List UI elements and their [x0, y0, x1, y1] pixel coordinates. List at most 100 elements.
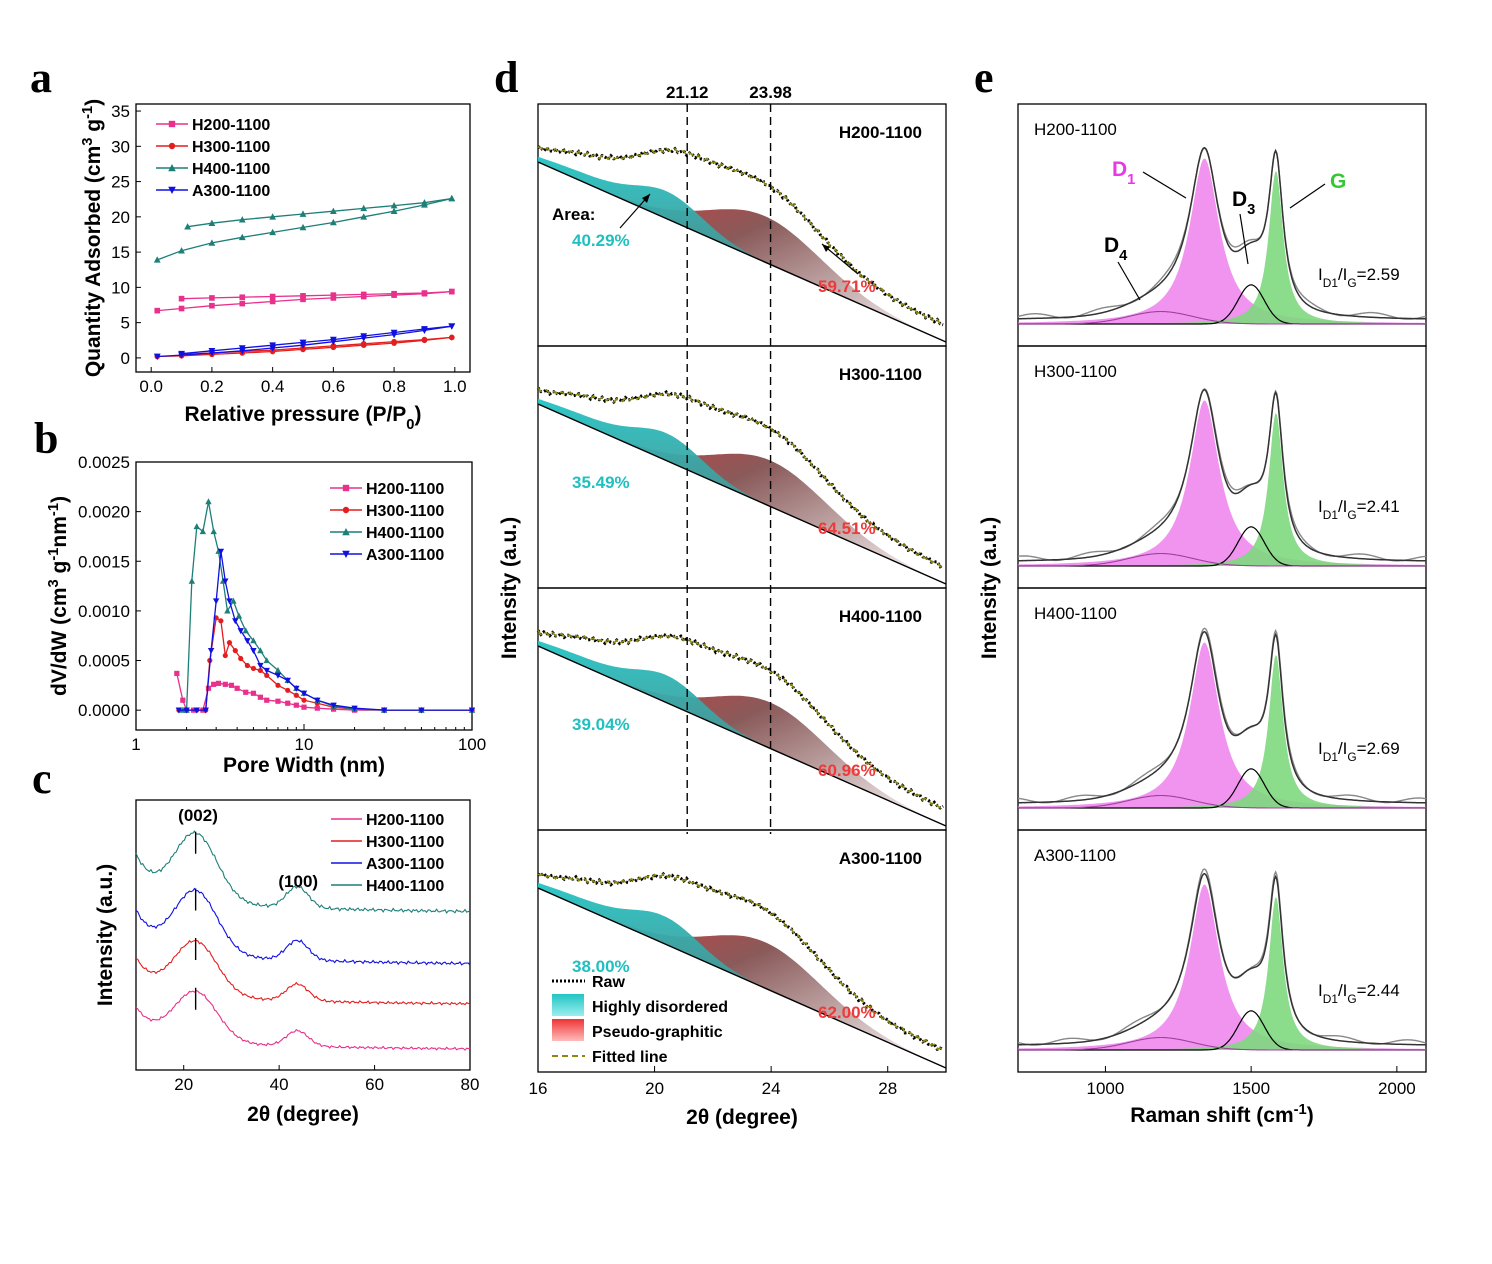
data-point — [209, 295, 215, 301]
data-point — [390, 329, 398, 337]
data-point — [360, 340, 367, 347]
panel-d-legend: Raw Highly disordered Pseudo-graphitic Fitt… — [552, 974, 728, 1066]
legend-marker — [168, 142, 176, 150]
y-axis-title: Intensity (a.u.) — [94, 864, 117, 1006]
y-tick-label: 0.0025 — [78, 453, 130, 472]
data-point — [448, 194, 456, 202]
data-point — [235, 612, 243, 619]
raw-spectrum-line — [1017, 388, 1427, 562]
baseline-line — [537, 161, 947, 343]
data-point — [263, 657, 270, 664]
x-tick-label: 1 — [131, 735, 140, 754]
data-point — [232, 647, 238, 654]
y-tick-label: 0.0020 — [78, 503, 130, 522]
legend-swatch — [552, 994, 584, 1016]
legend-marker — [342, 484, 350, 492]
x-tick-label: 0.8 — [382, 377, 406, 396]
data-point — [178, 350, 185, 358]
data-point — [239, 300, 246, 307]
D4-band-line — [1018, 552, 1426, 567]
xrd-pattern-line — [135, 989, 471, 1051]
x-tick-label: 80 — [461, 1075, 480, 1094]
intensity-ratio: ID1/IG=2.44 — [1318, 981, 1400, 1006]
subplot-frame — [1017, 829, 1427, 1073]
D4-band-line — [1018, 310, 1426, 325]
D1-band-label: D1 — [1112, 158, 1135, 188]
data-point — [250, 647, 257, 654]
raman-subplot: H200-1100 ID1/IG=2.59 D1 D3 G D4 — [1017, 103, 1427, 347]
data-point — [212, 598, 220, 605]
baseline-line — [537, 645, 947, 827]
xrd-fit-subplot: H400-1100 39.04% 60.96% — [536, 587, 947, 831]
data-point — [226, 640, 233, 646]
fitted-line — [537, 629, 944, 809]
panel-a-isotherm-chart: 0.0 0.2 0.4 0.6 0.8 1.0 0 5 10 15 20 25 30 35 Relative… — [80, 99, 471, 433]
xrd-fit-subplot: H200-1100 40.29% 59.71% Area: — [537, 103, 947, 347]
legend-label: Pseudo-graphitic — [592, 1024, 723, 1041]
fitted-line — [537, 146, 944, 326]
legend-marker — [168, 120, 176, 128]
disordered-percentage: 39.04% — [572, 715, 630, 734]
disordered-percentage: 38.00% — [572, 957, 630, 976]
panel-label-c: c — [32, 754, 52, 803]
legend-marker — [168, 186, 176, 194]
data-point — [390, 201, 398, 209]
legend-marker — [342, 528, 350, 536]
D4-band-line — [1018, 794, 1426, 809]
data-point — [274, 667, 282, 674]
data-point — [250, 665, 257, 672]
panel-label-e: e — [974, 53, 994, 102]
highly-disordered-area — [538, 882, 946, 1068]
data-point — [293, 702, 299, 708]
data-point — [205, 685, 212, 691]
legend-label: H300-1100 — [192, 139, 270, 156]
subplot-title: H300-1100 — [839, 365, 922, 384]
x-axis-title: 2θ (degree) — [247, 1103, 359, 1126]
data-point — [174, 670, 180, 677]
y-tick-label: 0.0010 — [78, 602, 130, 621]
data-point — [238, 233, 246, 241]
data-point — [264, 672, 270, 679]
D1-band-area — [1018, 884, 1426, 1050]
y-tick-label: 0.0005 — [78, 652, 130, 671]
pseudo-percentage: 59.71% — [818, 277, 876, 296]
data-point — [244, 638, 251, 645]
G-band-label: G — [1330, 170, 1346, 193]
data-point — [299, 223, 307, 231]
D1-band-area — [1018, 158, 1426, 324]
data-point — [153, 353, 161, 361]
data-point — [448, 323, 456, 330]
xrd-pattern-line — [135, 830, 471, 914]
data-point — [202, 707, 209, 714]
fitted-spectrum-line — [1018, 146, 1426, 320]
data-point — [234, 685, 240, 691]
x-axis-title: 2θ (degree) — [686, 1106, 798, 1129]
y-tick-label: 25 — [111, 173, 130, 192]
fitted-line — [537, 872, 944, 1051]
data-point — [184, 223, 192, 230]
data-point — [275, 682, 281, 688]
x-tick-label: 0.2 — [200, 377, 224, 396]
data-point — [178, 295, 185, 302]
x-tick-label: 40 — [270, 1075, 289, 1094]
legend-label: A300-1100 — [366, 856, 444, 873]
data-point — [222, 652, 228, 659]
x-tick-label: 10 — [295, 735, 314, 754]
annotation-arrow — [1239, 213, 1249, 265]
subplot-title: H300-1100 — [1034, 362, 1117, 381]
data-point — [264, 697, 270, 703]
data-point — [293, 685, 300, 692]
data-point — [242, 627, 249, 634]
data-point — [193, 523, 200, 530]
panel-a-frame — [135, 103, 471, 373]
data-point — [360, 204, 368, 212]
peak-label: (002) — [178, 806, 218, 825]
panel-d-xrd-fit-chart: H200-1100 40.29% 59.71% Area: H300-1100 35.49… — [498, 83, 947, 1129]
y-axis-title: Quantity Adsorbed (cm3 g-1) — [80, 99, 105, 377]
data-point — [263, 667, 270, 674]
disordered-percentage: 40.29% — [572, 231, 630, 250]
data-point — [232, 618, 239, 625]
data-point — [468, 707, 476, 714]
data-point — [199, 528, 207, 535]
x-tick-label: 20 — [645, 1079, 664, 1098]
